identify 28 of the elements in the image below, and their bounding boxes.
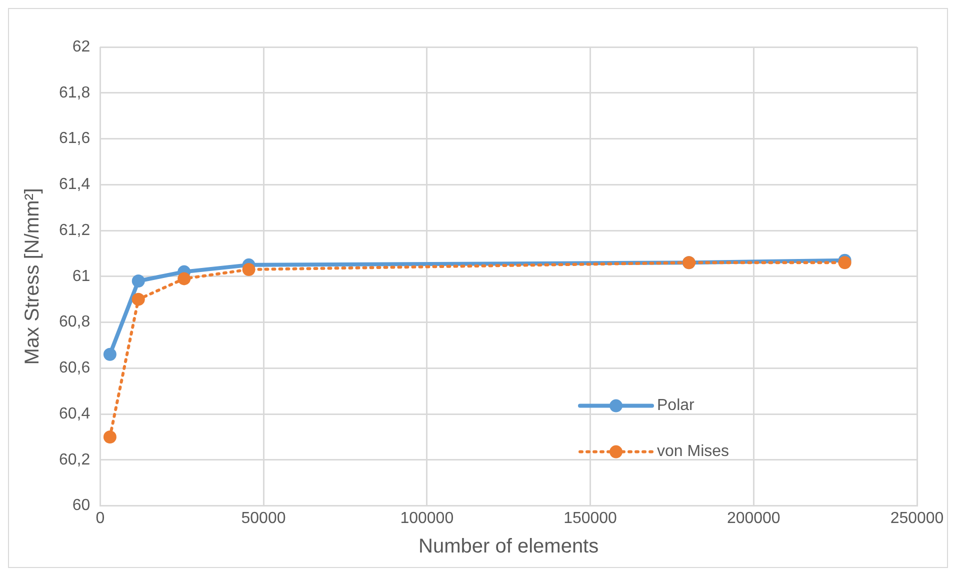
y-tick-label: 60,4 — [59, 405, 90, 422]
point — [132, 292, 145, 306]
x-axis-title: Number of elements — [418, 536, 599, 558]
point — [103, 430, 116, 444]
y-axis-title: Max Stress [N/mm²] — [22, 188, 44, 365]
x-tick-label: 200000 — [726, 510, 780, 527]
y-tick-label: 61 — [72, 268, 90, 285]
point — [838, 256, 852, 270]
y-tick-label: 61,6 — [59, 130, 90, 148]
x-tick-label: 100000 — [400, 510, 454, 527]
y-tick-label: 61,2 — [59, 222, 90, 239]
legend-label: Polar — [657, 397, 696, 414]
point — [242, 263, 256, 276]
y-tick-label: 60,8 — [59, 314, 90, 331]
x-tick-label: 0 — [96, 510, 105, 527]
point — [132, 274, 145, 288]
y-tick-label: 61,8 — [59, 84, 90, 102]
y-tick-label: 61,4 — [59, 176, 90, 194]
x-tick-label: 50000 — [241, 510, 286, 527]
y-tick-label: 60,2 — [59, 451, 90, 468]
y-tick-label: 60 — [72, 497, 90, 514]
y-tick-label: 60,6 — [59, 360, 90, 377]
x-tick-label: 150000 — [564, 510, 618, 527]
x-tick-label: 250000 — [890, 510, 944, 527]
legend-label: von Mises — [657, 443, 730, 460]
point — [103, 348, 116, 361]
y-tick-label: 62 — [72, 38, 90, 56]
point — [178, 272, 191, 286]
